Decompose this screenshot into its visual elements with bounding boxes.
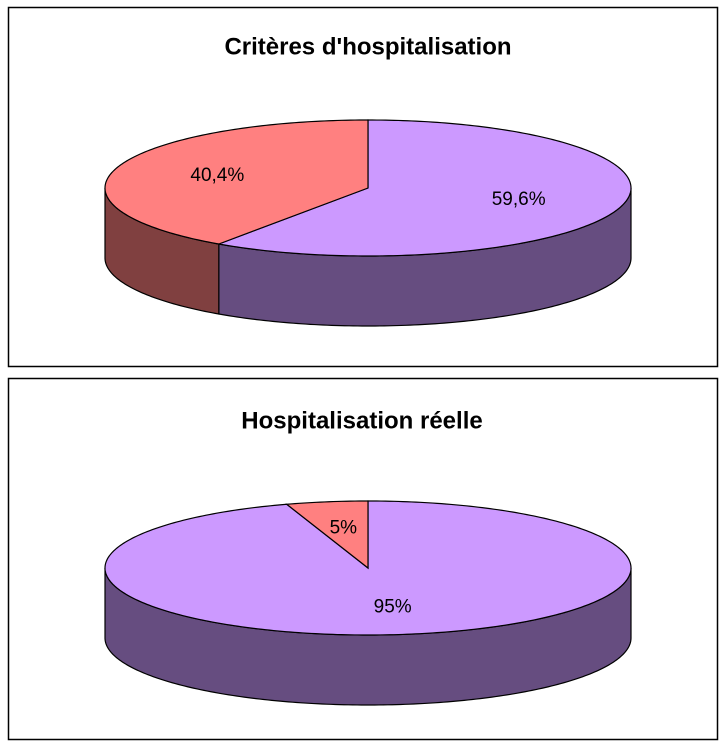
data-label: 95%: [374, 597, 412, 618]
data-label: 40,4%: [190, 165, 244, 186]
chart-title: Hospitalisation réelle: [241, 407, 482, 434]
data-label: 59,6%: [492, 189, 546, 210]
chart-title: Critères d'hospitalisation: [224, 33, 511, 60]
pie-slice: [216, 119, 632, 257]
pie-slice: [285, 500, 369, 570]
pie-slice: [104, 119, 369, 245]
data-label: 5%: [330, 517, 358, 538]
